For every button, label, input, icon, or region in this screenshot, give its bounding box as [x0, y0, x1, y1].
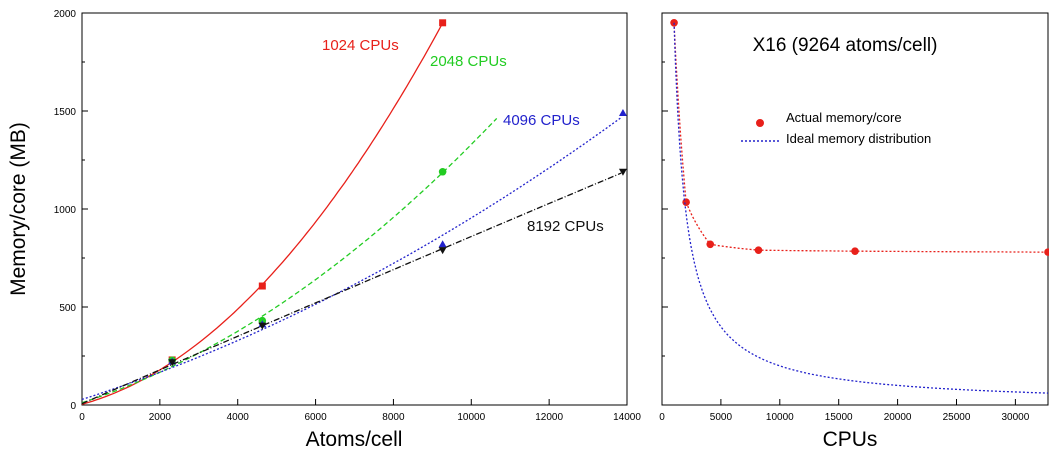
right-x-tick-label: 20000 — [884, 412, 912, 423]
left-series-1: 2048 CPUs — [81, 53, 507, 404]
left-data-point — [438, 167, 447, 176]
left-series-line — [81, 172, 622, 405]
right-x-tick-label: 15000 — [825, 412, 853, 423]
left-series-line — [81, 117, 498, 404]
right-chart-title: X16 (9264 atoms/cell) — [753, 35, 938, 56]
legend-marker-actual — [756, 119, 764, 127]
right-data-point — [754, 246, 763, 254]
left-data-point — [438, 240, 447, 248]
left-x-tick-label: 12000 — [535, 412, 563, 423]
left-x-axis-title: Atoms/cell — [306, 428, 403, 451]
right-x-tick-label: 10000 — [766, 412, 794, 423]
right-ideal-line — [673, 22, 1049, 394]
left-x-tick-label: 6000 — [304, 412, 327, 423]
left-series-3: 8192 CPUs — [81, 168, 627, 405]
left-x-tick-label: 14000 — [613, 412, 641, 423]
right-chart-panel: 0 5000 10000 15000 20000 25000 30000 X16 (9264… — [659, 12, 1049, 451]
left-data-point — [439, 19, 447, 27]
left-data-point — [438, 247, 447, 255]
left-series-2: 4096 CPUs — [81, 108, 627, 401]
left-x-tick-label: 8000 — [382, 412, 405, 423]
right-data-point — [1044, 248, 1049, 256]
right-x-tick-label: 30000 — [1001, 412, 1029, 423]
left-x-tick-label: 10000 — [457, 412, 485, 423]
right-x-tick-label: 5000 — [710, 412, 733, 423]
right-series-ideal — [673, 22, 1049, 394]
left-series-label: 1024 CPUs — [322, 37, 399, 54]
left-x-tick-label: 2000 — [149, 412, 172, 423]
right-series-group — [670, 19, 1049, 394]
left-y-tick-label: 500 — [59, 303, 76, 314]
left-y-tick-label: 0 — [70, 401, 76, 412]
left-series-line — [81, 24, 442, 405]
left-axis-ticks: 0 2000 4000 6000 8000 10000 12000 14000 0 500 1000… — [54, 9, 642, 423]
left-data-point — [618, 168, 627, 176]
left-data-point — [618, 108, 627, 116]
left-series-label: 2048 CPUs — [430, 53, 507, 70]
left-series-label: 4096 CPUs — [503, 112, 580, 129]
right-x-tick-label: 25000 — [943, 412, 971, 423]
right-axis-ticks: 0 5000 10000 15000 20000 25000 30000 — [659, 12, 1030, 423]
right-x-tick-label: 0 — [659, 412, 665, 423]
right-x-axis-title: CPUs — [823, 428, 878, 451]
left-data-point — [258, 282, 266, 290]
left-y-tick-label: 2000 — [54, 9, 77, 20]
left-y-tick-label: 1500 — [54, 107, 77, 118]
left-series-label: 8192 CPUs — [527, 218, 604, 235]
left-y-axis-title: Memory/core (MB) — [7, 122, 30, 296]
left-plot-frame — [81, 12, 628, 406]
right-legend: Actual memory/core Ideal memory distribu… — [741, 110, 931, 146]
left-data-point — [168, 359, 177, 367]
right-data-point — [851, 247, 859, 255]
left-chart-panel: 0 2000 4000 6000 8000 10000 12000 14000 0 500 1000… — [7, 9, 641, 451]
legend-label-actual: Actual memory/core — [786, 110, 902, 125]
left-series-group: 1024 CPUs 2048 CPUs 4096 CPUs 8192 CPUs — [81, 19, 627, 405]
left-series-line — [81, 117, 622, 401]
right-data-point — [706, 240, 715, 249]
right-actual-line — [673, 22, 1048, 253]
legend-label-ideal: Ideal memory distribution — [786, 131, 931, 146]
left-series-0: 1024 CPUs — [81, 19, 447, 405]
right-data-point — [682, 198, 690, 206]
left-x-tick-label: 0 — [79, 412, 85, 423]
right-plot-frame — [661, 12, 1049, 406]
left-y-tick-label: 1000 — [54, 205, 77, 216]
left-data-point — [258, 322, 267, 330]
left-x-tick-label: 4000 — [227, 412, 250, 423]
